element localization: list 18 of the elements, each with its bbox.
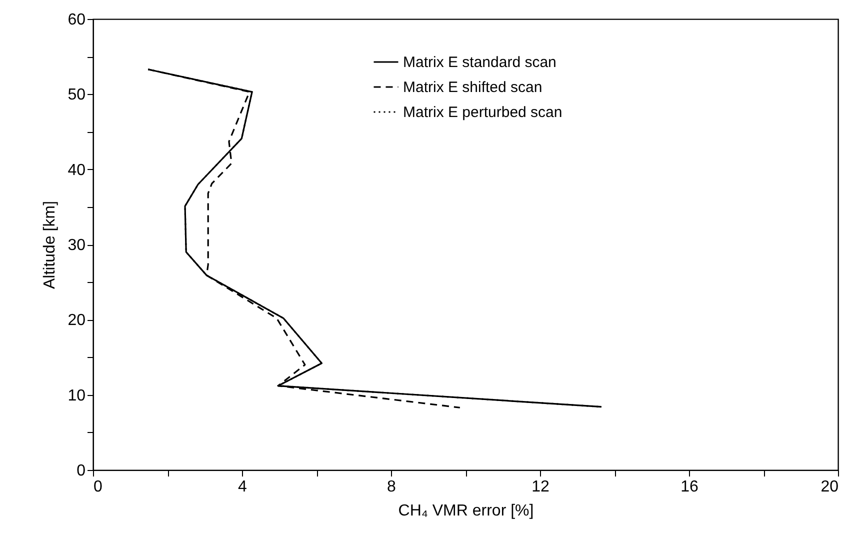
- y-tick-label: 10: [68, 387, 86, 404]
- x-tick-label: 12: [532, 478, 550, 496]
- legend-label: Matrix E shifted scan: [403, 79, 542, 96]
- x-axis-title: CH₄ VMR error [%]: [398, 502, 534, 520]
- y-tick-label: 40: [68, 162, 86, 179]
- y-tick-label: 50: [68, 86, 86, 104]
- x-tick-label: 0: [94, 478, 102, 496]
- x-tick-label: 4: [238, 478, 248, 496]
- legend-label: Matrix E standard scan: [403, 54, 556, 71]
- y-tick-label: 30: [68, 237, 86, 254]
- x-tick-label: 20: [820, 478, 839, 496]
- x-tick-label: 16: [680, 478, 698, 496]
- y-tick-label: 60: [68, 12, 86, 28]
- y-axis-title: Altitude [km]: [42, 200, 59, 290]
- y-tick-label: 20: [68, 312, 86, 330]
- legend-label: Matrix E perturbed scan: [403, 104, 562, 121]
- y-tick-label: 0: [76, 462, 86, 480]
- x-tick-label: 8: [387, 478, 396, 496]
